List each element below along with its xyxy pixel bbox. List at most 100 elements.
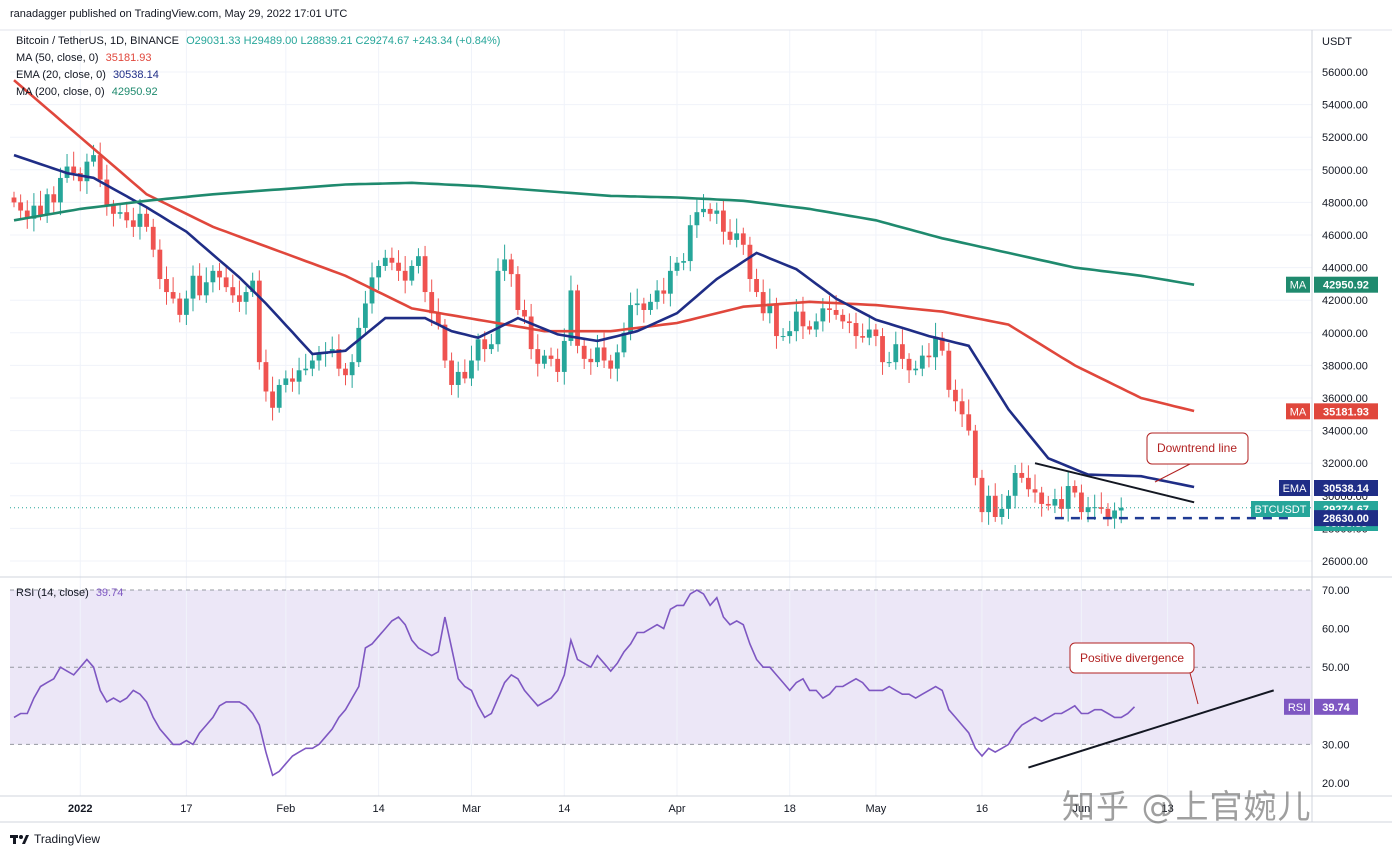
candle[interactable] [1052, 488, 1058, 514]
candle[interactable] [170, 277, 176, 304]
candle[interactable] [243, 286, 249, 315]
candle[interactable] [648, 293, 653, 315]
candle[interactable] [1019, 462, 1025, 483]
candle[interactable] [939, 331, 945, 356]
candle[interactable] [256, 270, 262, 370]
candle[interactable] [542, 349, 547, 369]
candle[interactable] [462, 359, 468, 384]
candle[interactable] [356, 317, 362, 368]
candle[interactable] [1039, 486, 1045, 517]
candle[interactable] [575, 284, 580, 354]
candle[interactable] [51, 186, 57, 213]
candle[interactable] [1012, 464, 1018, 509]
candle[interactable] [150, 218, 156, 258]
candle[interactable] [296, 357, 302, 395]
candle[interactable] [687, 214, 693, 272]
candle[interactable] [283, 370, 289, 393]
candle[interactable] [469, 345, 474, 386]
candle[interactable] [362, 290, 368, 336]
candle[interactable] [853, 312, 859, 349]
candle[interactable] [416, 248, 421, 274]
candle[interactable] [18, 194, 24, 219]
candle[interactable] [482, 331, 488, 362]
candle[interactable] [568, 275, 574, 346]
candle[interactable] [130, 207, 136, 237]
candle[interactable] [495, 258, 501, 352]
candle[interactable] [873, 323, 879, 347]
candle[interactable] [714, 202, 720, 224]
candle[interactable] [846, 313, 852, 334]
candle[interactable] [681, 253, 687, 271]
candle[interactable] [290, 368, 295, 392]
candle[interactable] [959, 388, 965, 428]
candle[interactable] [608, 354, 614, 379]
candle[interactable] [11, 191, 17, 208]
candle[interactable] [707, 203, 713, 222]
candle[interactable] [230, 274, 236, 303]
candle[interactable] [117, 204, 123, 219]
candle[interactable] [164, 266, 169, 305]
candle[interactable] [336, 334, 342, 377]
candle[interactable] [197, 263, 203, 301]
tradingview-footer[interactable]: TradingView [10, 832, 100, 846]
candle[interactable] [203, 267, 209, 303]
candle[interactable] [581, 337, 587, 369]
candle[interactable] [992, 483, 998, 522]
candle[interactable] [217, 262, 222, 291]
candle[interactable] [488, 333, 494, 354]
candle[interactable] [555, 348, 561, 383]
candle[interactable] [508, 253, 514, 287]
candle[interactable] [674, 257, 680, 276]
candle[interactable] [84, 153, 90, 194]
candle[interactable] [919, 345, 925, 377]
candle[interactable] [807, 320, 812, 335]
ma200-legend[interactable]: MA (200, close, 0) 42950.92 [16, 86, 158, 98]
candle[interactable] [780, 328, 786, 341]
candle[interactable] [376, 260, 382, 291]
candle[interactable] [449, 352, 454, 396]
candle[interactable] [900, 329, 905, 369]
candle[interactable] [886, 351, 892, 368]
candle[interactable] [309, 354, 315, 377]
candle[interactable] [721, 200, 726, 245]
candle[interactable] [793, 299, 799, 342]
candle[interactable] [588, 348, 594, 375]
candle[interactable] [1045, 495, 1051, 511]
candle[interactable] [999, 494, 1005, 525]
candle[interactable] [409, 260, 415, 286]
downtrend-callout[interactable]: Downtrend line [1146, 432, 1249, 483]
candle[interactable] [727, 219, 733, 245]
candle[interactable] [157, 239, 163, 290]
candle[interactable] [237, 280, 242, 312]
candle[interactable] [986, 485, 992, 525]
candle[interactable] [979, 469, 985, 523]
candle[interactable] [667, 256, 673, 307]
candle[interactable] [97, 142, 103, 188]
candle[interactable] [926, 343, 932, 368]
candle[interactable] [422, 245, 428, 303]
divergence-callout[interactable]: Positive divergence [1069, 642, 1199, 705]
candle[interactable] [263, 349, 269, 402]
candle[interactable] [1072, 480, 1078, 498]
candle[interactable] [933, 322, 938, 370]
candle[interactable] [734, 218, 740, 248]
candle[interactable] [210, 265, 216, 293]
candle[interactable] [740, 227, 746, 255]
candle[interactable] [475, 333, 481, 371]
candle[interactable] [1006, 490, 1011, 519]
candle[interactable] [104, 164, 110, 216]
candle[interactable] [827, 295, 832, 323]
candle[interactable] [548, 347, 554, 367]
candle[interactable] [694, 199, 700, 238]
candle[interactable] [1098, 492, 1104, 514]
ma50-legend[interactable]: MA (50, close, 0) 35181.93 [16, 52, 152, 64]
candle[interactable] [754, 268, 759, 297]
candle[interactable] [343, 362, 348, 386]
candle[interactable] [349, 354, 355, 388]
candle[interactable] [502, 244, 508, 281]
candle[interactable] [747, 236, 753, 292]
candle[interactable] [24, 200, 30, 229]
candle[interactable] [528, 303, 534, 360]
candle[interactable] [634, 288, 640, 316]
